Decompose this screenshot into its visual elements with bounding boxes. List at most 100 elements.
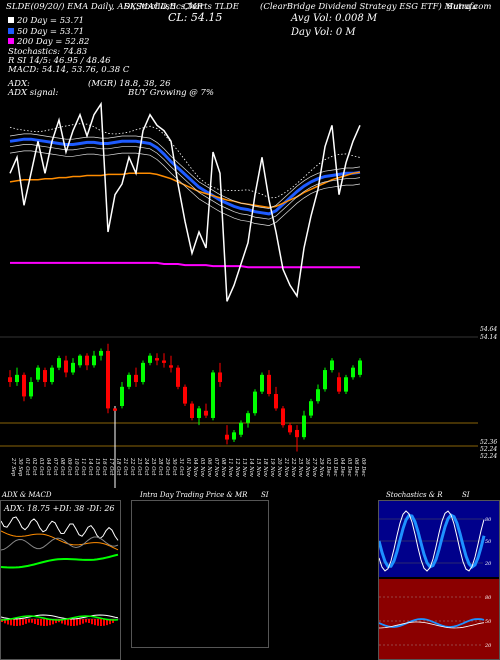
date-label: 13 Nov <box>241 458 247 477</box>
candle-body <box>155 358 159 361</box>
candle-body <box>162 360 166 363</box>
price-chart: 27 Sep 30 Sep 01 Oct 02 Oct 03 Oct 04 Oct 07 O… <box>0 101 478 488</box>
candle-body <box>57 358 61 368</box>
intraday-panel <box>131 500 269 648</box>
date-label: 08 Oct <box>59 458 65 476</box>
candle-body <box>29 382 33 397</box>
stoch-panel-si: SI <box>462 491 470 499</box>
macd-bar <box>10 619 12 626</box>
macd-bar <box>49 619 51 626</box>
candle-body <box>85 355 89 366</box>
date-label: 31 Oct <box>178 458 184 476</box>
candle-body <box>232 432 236 440</box>
adx-mgr-values: (MGR) 18.8, 38, 26 <box>88 79 171 89</box>
candle-body <box>120 386 124 406</box>
candle-body <box>344 377 348 392</box>
macd-bar <box>82 619 84 624</box>
macd-bar <box>34 619 36 625</box>
candle-body <box>267 374 271 395</box>
macd-bar <box>16 619 18 626</box>
macd-bar <box>109 619 111 625</box>
candle-body <box>281 408 285 426</box>
stochastics-lines: 80 50 20 <box>379 501 499 577</box>
stoch-panel-title: Stochastics & R <box>386 491 443 499</box>
dotted-band <box>9 123 361 199</box>
stoch-bg <box>379 501 499 577</box>
candle-body <box>36 367 40 380</box>
date-label: 22 Nov <box>290 457 296 477</box>
date-label: 02 Dec <box>325 458 331 476</box>
date-label: 08 Nov <box>220 458 226 477</box>
candle-body <box>225 434 229 440</box>
adx-line-3 <box>1 536 119 551</box>
legend-ema50: 50 Day = 53.71 <box>8 27 84 37</box>
rsi-tick-label: 80 <box>485 595 492 601</box>
candle-body <box>169 365 173 368</box>
candle-body <box>43 370 47 383</box>
macd-bar <box>79 619 81 625</box>
adx-panel-title: ADX & MACD <box>2 491 52 499</box>
macd-bar <box>112 619 114 623</box>
adx-line-2 <box>1 516 119 541</box>
date-label: 27 Nov <box>311 457 317 477</box>
macd-bar <box>85 619 87 623</box>
candle-body <box>197 408 201 418</box>
candle-body <box>106 350 110 409</box>
date-label: 05 Dec <box>346 458 352 476</box>
header-symbol-text: SLDE(09/20/) EMA Daily, ADX,MACD,B <box>6 2 176 12</box>
date-label: 28 Oct <box>157 457 163 476</box>
date-label: 03 Oct <box>38 458 44 476</box>
intraday-panel-si: SI <box>261 491 269 499</box>
date-label: 10 Oct <box>73 458 79 476</box>
date-label: 03 Dec <box>332 458 338 476</box>
stoch-tick-label: 80 <box>485 517 492 523</box>
adx-signal-value: BUY Growing @ 7% <box>128 88 214 98</box>
date-label: 04 Oct <box>45 458 51 476</box>
ma-envelope-3 <box>9 133 361 209</box>
date-label: 19 Nov <box>269 458 275 477</box>
adx-panel-values: ADX: 18.75 +DI: 38 -DI: 26 <box>4 504 115 513</box>
date-label: 02 Oct <box>31 458 37 476</box>
intraday-panel-title: Intra Day Trading Price & MR <box>140 491 248 499</box>
candle-body <box>246 413 250 423</box>
candle-body <box>8 377 12 383</box>
level-label-top-2: 54.14 <box>480 334 498 341</box>
candle-body <box>337 377 341 392</box>
macd-bar <box>22 619 24 625</box>
candle-body <box>127 374 131 387</box>
avg-volume-label: Avg Vol: 0.008 M <box>291 13 378 24</box>
macd-bar <box>97 619 99 626</box>
header-company-text: Charts TLDE <box>183 2 239 12</box>
candle-body <box>22 374 26 397</box>
stoch-k-line <box>379 513 486 569</box>
header-fund-name: (ClearBridge Dividend Strategy ESG ETF) … <box>260 2 478 12</box>
date-label: 25 Nov <box>297 457 303 477</box>
ma-line-3 <box>10 261 360 269</box>
date-label: 05 Nov <box>199 458 205 477</box>
adx-lines <box>1 516 119 569</box>
day-volume-label: Day Vol: 0 M <box>291 27 356 38</box>
stoch-rsi-panel: 80 50 20 80 50 20 <box>378 500 500 660</box>
macd-bar <box>37 619 39 626</box>
candle-body <box>92 355 96 366</box>
macd-bar <box>100 619 102 626</box>
macd-bar <box>13 619 15 626</box>
date-label: 14 Nov <box>248 458 254 477</box>
date-label: 22 Oct <box>129 457 135 476</box>
legend-swatch-ema200 <box>8 38 14 44</box>
date-label: 11 Nov <box>227 458 233 477</box>
macd-line <box>1 614 119 620</box>
legend-stochastics: Stochastics: 74.83 <box>8 47 88 57</box>
macd-bar <box>91 619 93 625</box>
date-label: 01 Nov <box>185 458 191 477</box>
candle-body <box>113 408 117 411</box>
date-label: 06 Dec <box>353 458 359 476</box>
macd-bar <box>55 619 57 624</box>
macd-bar <box>94 619 96 626</box>
date-label: 23 Oct <box>136 457 142 476</box>
date-label: 09 Oct <box>66 458 72 476</box>
legend-ema20-text: 20 Day = 53.71 <box>17 16 85 26</box>
date-label: 29 Nov <box>318 457 324 477</box>
candle-body <box>211 372 215 418</box>
adx-line-1 <box>1 530 119 551</box>
